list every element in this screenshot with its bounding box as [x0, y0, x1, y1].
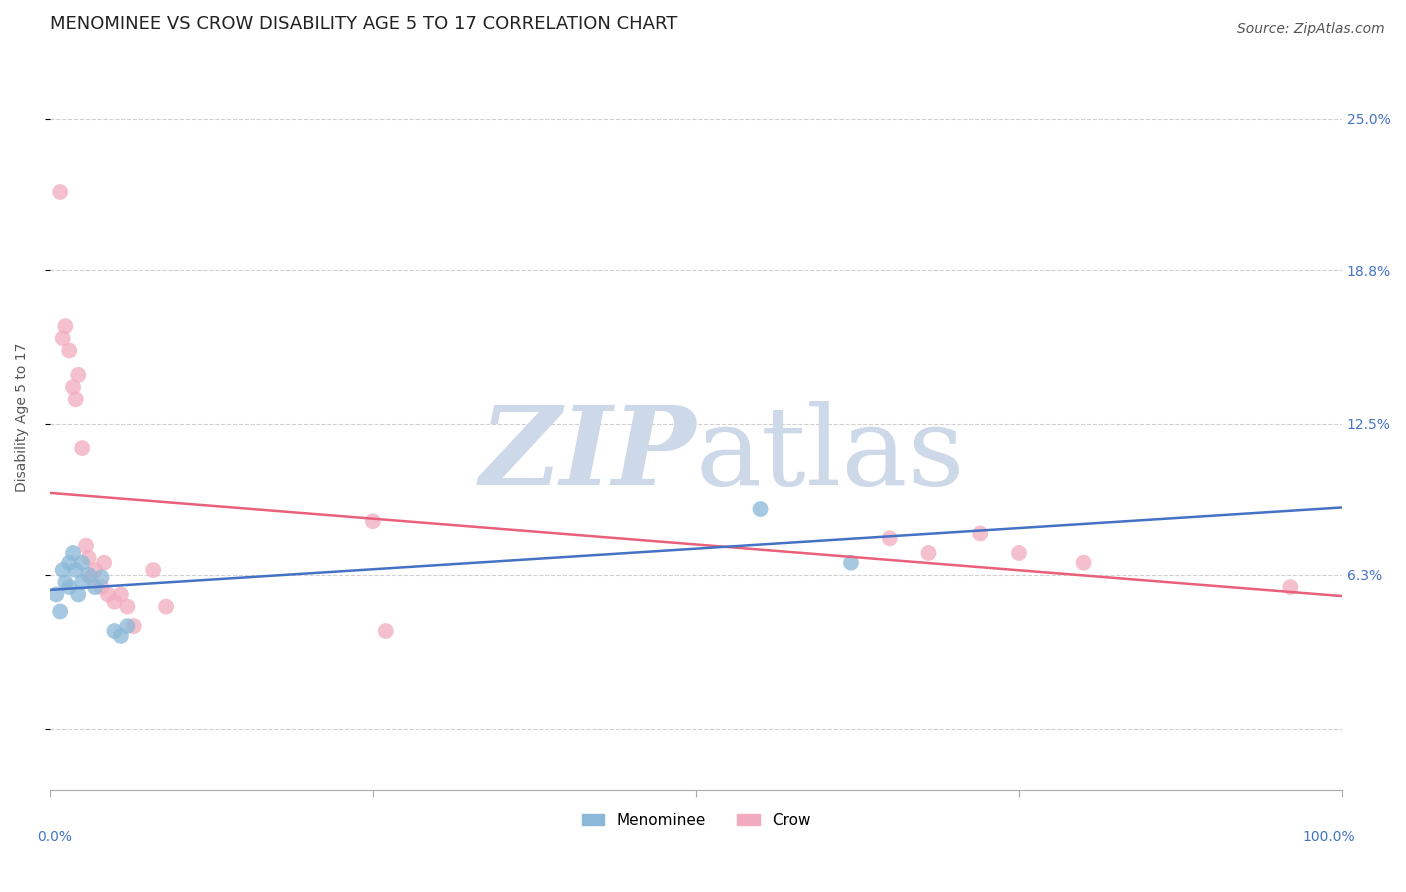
Point: [65, 563, 87, 577]
Text: 0.0%: 0.0%: [37, 830, 72, 845]
Point: [65, 392, 87, 407]
Point: [53, 319, 76, 334]
Point: [52, 563, 75, 577]
Y-axis label: Disability Age 5 to 17: Disability Age 5 to 17: [15, 343, 30, 492]
Point: [839, 556, 862, 570]
Point: [67, 368, 90, 382]
Point: [749, 502, 772, 516]
Point: [361, 514, 384, 528]
Point: [62, 380, 84, 394]
Point: [142, 563, 165, 577]
Point: [90, 570, 112, 584]
Point: [80, 570, 103, 584]
Point: [70, 441, 93, 455]
Point: [103, 624, 125, 638]
Point: [97, 587, 120, 601]
Point: [62, 546, 84, 560]
Text: Source: ZipAtlas.com: Source: ZipAtlas.com: [1237, 22, 1385, 37]
Point: [70, 575, 93, 590]
Point: [49, 185, 72, 199]
Point: [77, 568, 100, 582]
Point: [917, 546, 939, 560]
Point: [84, 580, 107, 594]
Point: [110, 587, 132, 601]
Point: [58, 580, 80, 594]
Point: [122, 619, 145, 633]
Text: ZIP: ZIP: [479, 401, 696, 508]
Point: [93, 556, 115, 570]
Text: atlas: atlas: [696, 401, 966, 508]
Point: [75, 539, 97, 553]
Point: [52, 331, 75, 345]
Point: [77, 550, 100, 565]
Point: [103, 595, 125, 609]
Point: [1279, 580, 1302, 594]
Text: 100.0%: 100.0%: [1302, 830, 1355, 845]
Point: [117, 619, 139, 633]
Point: [879, 532, 901, 546]
Point: [84, 563, 107, 577]
Point: [155, 599, 177, 614]
Point: [49, 605, 72, 619]
Text: MENOMINEE VS CROW DISABILITY AGE 5 TO 17 CORRELATION CHART: MENOMINEE VS CROW DISABILITY AGE 5 TO 17…: [49, 15, 678, 33]
Point: [1008, 546, 1031, 560]
Point: [969, 526, 991, 541]
Point: [117, 599, 139, 614]
Legend: Menominee, Crow: Menominee, Crow: [575, 806, 817, 834]
Point: [90, 580, 112, 594]
Point: [70, 556, 93, 570]
Point: [45, 587, 67, 601]
Point: [374, 624, 396, 638]
Point: [53, 575, 76, 590]
Point: [67, 587, 90, 601]
Point: [58, 556, 80, 570]
Point: [58, 343, 80, 358]
Point: [1073, 556, 1095, 570]
Point: [110, 629, 132, 643]
